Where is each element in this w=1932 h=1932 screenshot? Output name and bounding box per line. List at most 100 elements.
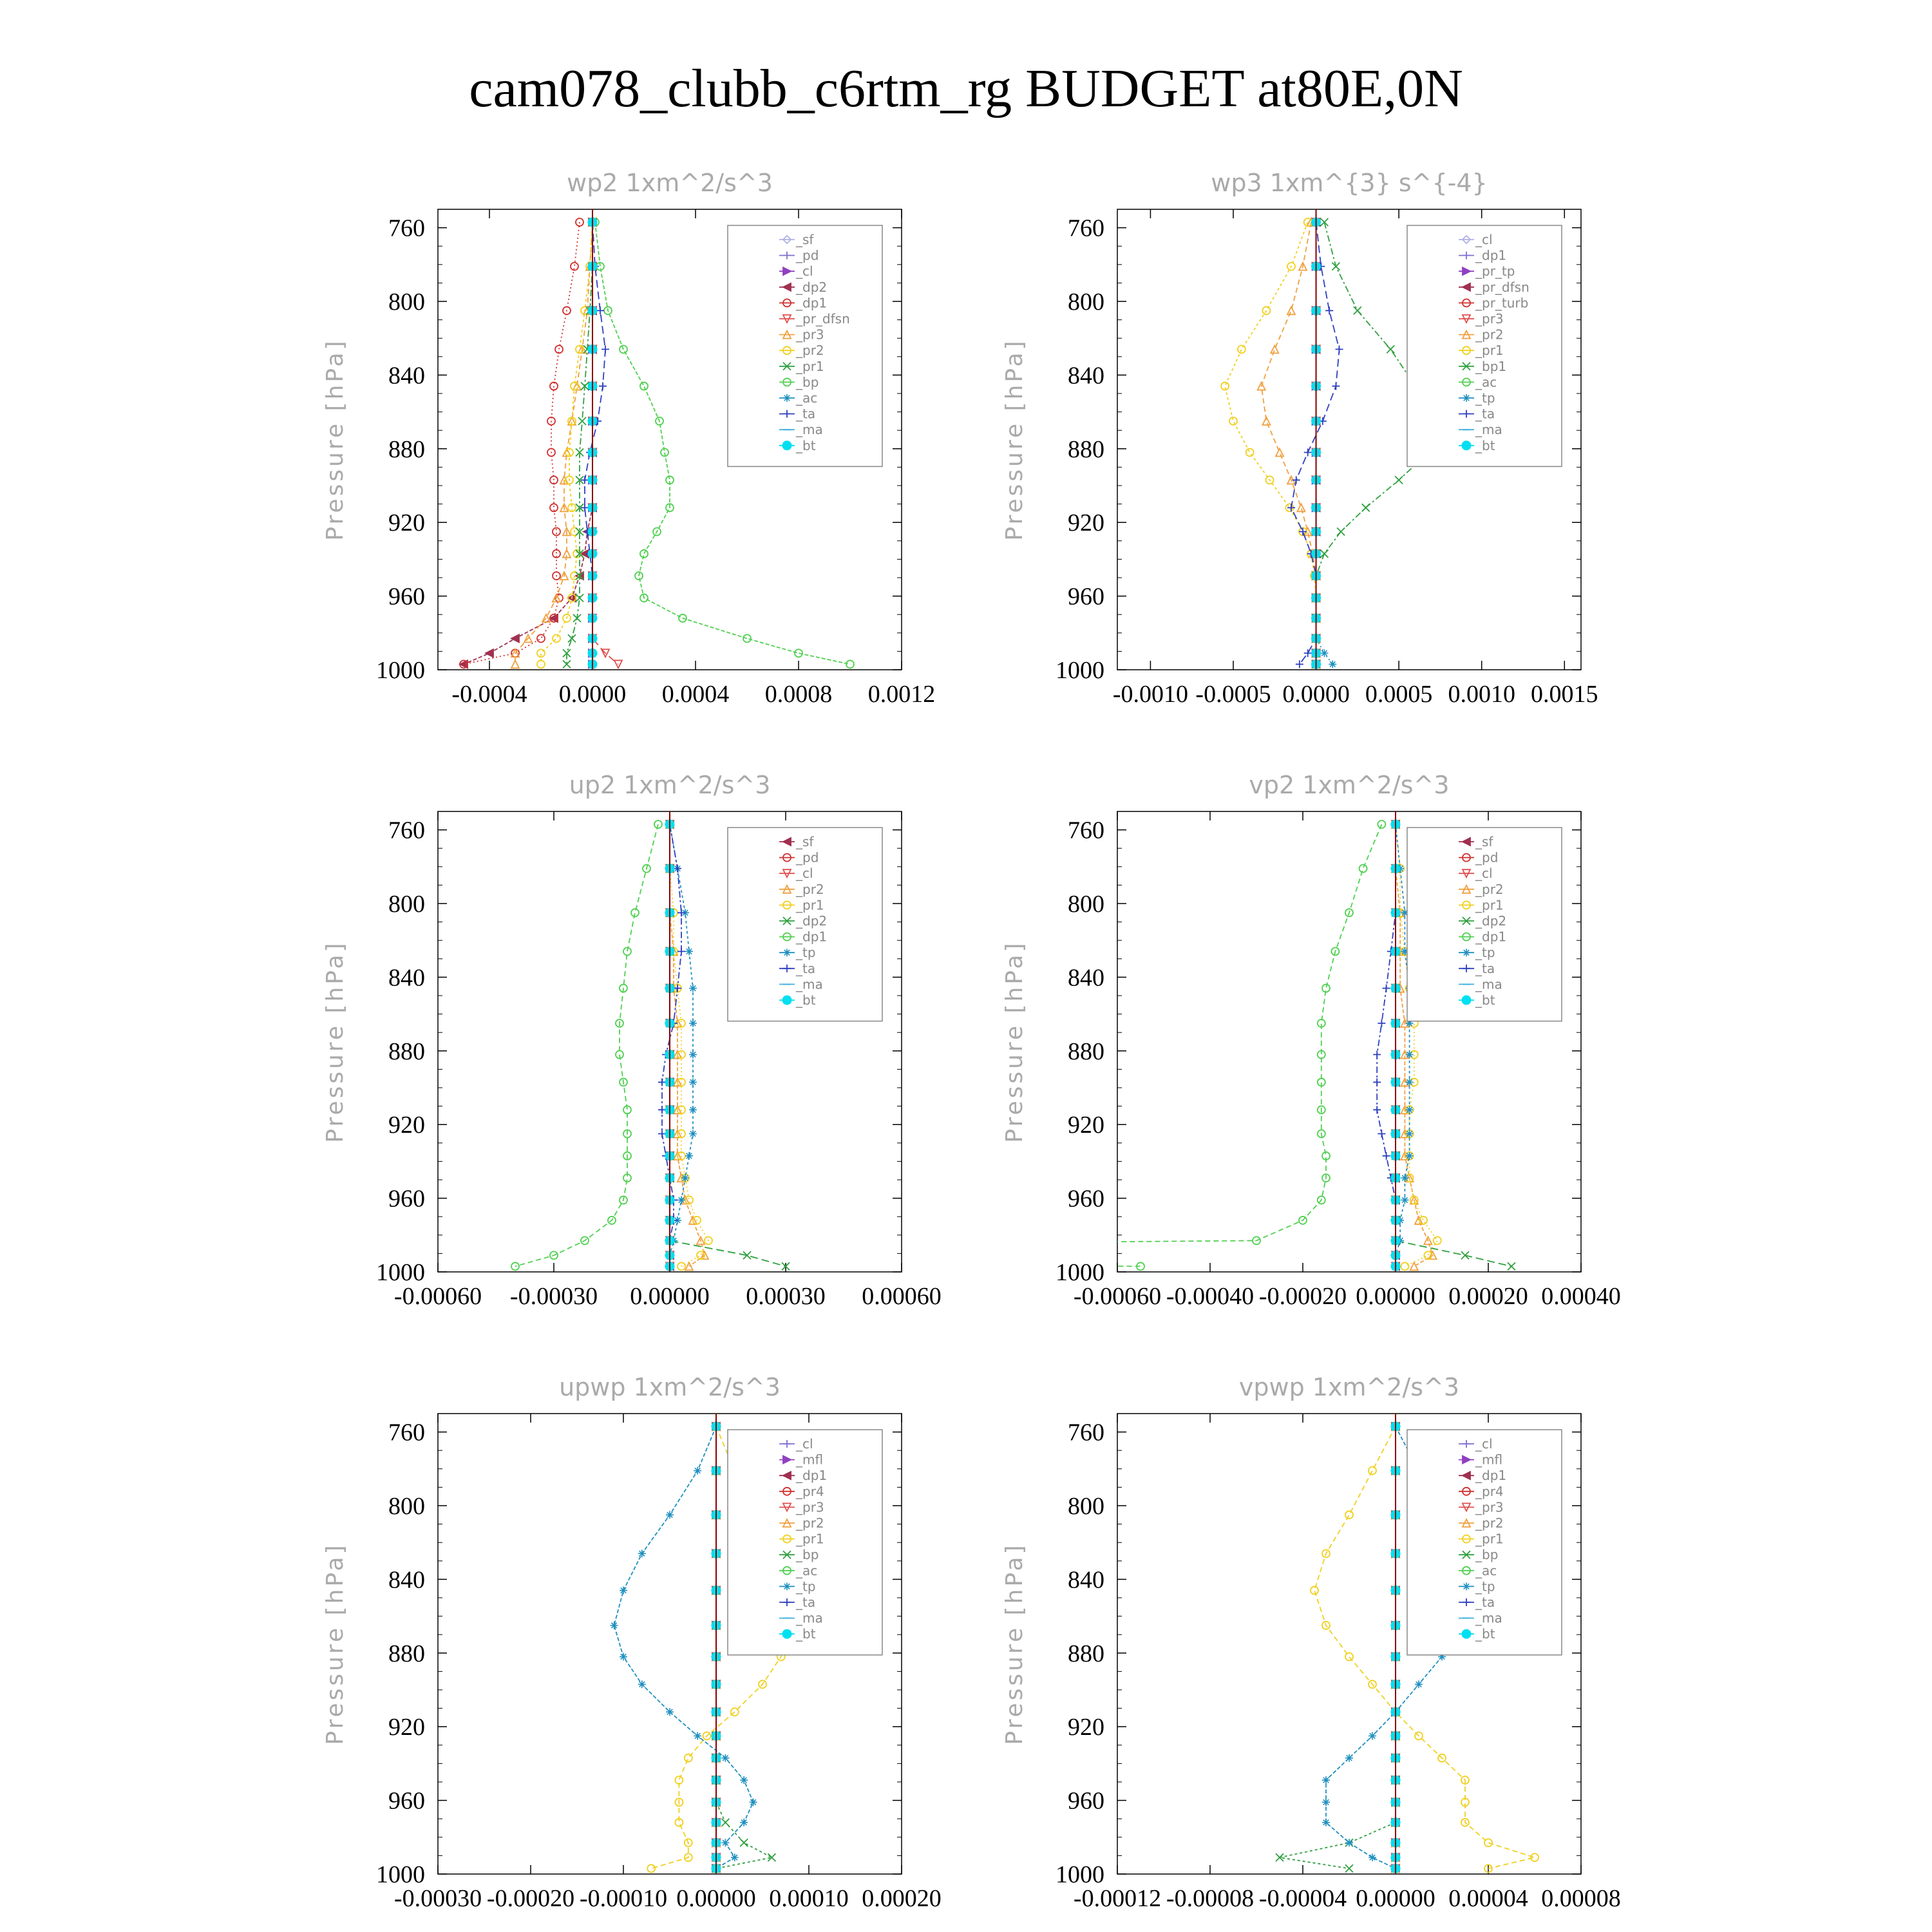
legend-marker: [782, 1502, 792, 1513]
data-point: [1345, 1839, 1353, 1847]
data-point: [619, 1195, 628, 1205]
data-point: [607, 1216, 616, 1225]
legend-label: _bp: [1475, 1547, 1498, 1562]
data-point: [623, 1173, 632, 1183]
data-point: [1329, 660, 1337, 668]
legend-box: [727, 1429, 883, 1656]
series-line: [1395, 824, 1434, 1267]
data-point: [794, 649, 803, 658]
legend-label: _cl: [1475, 1436, 1493, 1452]
data-point: [743, 1251, 752, 1260]
legend-marker: [1461, 869, 1472, 879]
y-tick-label: 800: [1068, 1493, 1104, 1520]
data-point: [1136, 1262, 1145, 1271]
data-point: [1419, 1216, 1428, 1225]
legend-label: _ac: [795, 390, 817, 406]
legend-label: _cl: [795, 866, 813, 881]
data-point: [1401, 909, 1409, 917]
x-tick-label: -0.00010: [580, 1885, 667, 1912]
y-tick-label: 840: [388, 964, 425, 991]
legend-label: _pr1: [1475, 1531, 1504, 1547]
legend-marker: [782, 916, 791, 925]
data-point: [559, 571, 569, 581]
legend-label: _ma: [1475, 976, 1502, 992]
legend-label: _ma: [795, 976, 823, 992]
series-group: [1117, 811, 1516, 1272]
data-point: [552, 634, 561, 643]
chart-panel-1: wp2 1xm^2/s^3 Pressure [hPa] 760 800 840 880 9…: [322, 169, 935, 708]
data-point: [634, 571, 643, 581]
data-point: [620, 1586, 627, 1595]
data-point: [1252, 1236, 1261, 1245]
data-point: [575, 527, 584, 536]
x-tick-label: 0.00020: [862, 1885, 942, 1912]
data-point: [674, 864, 681, 873]
legend-label: _bt: [795, 1626, 816, 1642]
legend-label: _pr1: [1475, 897, 1504, 913]
data-point: [699, 1250, 710, 1260]
legend-marker: [1462, 853, 1471, 862]
series-line: [540, 222, 593, 665]
data-point: [1414, 1215, 1424, 1225]
x-tick-label: -0.00030: [394, 1885, 482, 1912]
series-line: [669, 824, 710, 1267]
chart-panel-5: upwp 1xm^2/s^3 Pressure [hPa] 760 800 840 880…: [322, 1373, 942, 1912]
data-point: [575, 571, 584, 580]
legend-marker: [782, 1534, 791, 1544]
legend-marker: [781, 282, 791, 292]
legend-label: _pr3: [1475, 1499, 1504, 1515]
y-tick-label: 920: [1068, 1112, 1104, 1139]
data-point: [1405, 1151, 1414, 1160]
legend-label: _pr2: [795, 1515, 824, 1531]
data-point: [639, 549, 649, 558]
y-axis-label: Pressure [hPa]: [322, 940, 348, 1142]
data-point: [1286, 305, 1296, 316]
legend-label: _ma: [1475, 422, 1502, 437]
x-tick-label: 0.00040: [1541, 1283, 1621, 1310]
x-tick-label: -0.00030: [510, 1283, 598, 1310]
legend: _cl_mfl_dp1_pr4_pr3_pr2_pr1_bp_ac_tp_ta_…: [727, 1429, 883, 1656]
legend-marker: [782, 1566, 791, 1575]
data-point: [672, 1077, 683, 1087]
panel-title: upwp 1xm^2/s^3: [559, 1373, 781, 1401]
x-tick-label: 0.0005: [1365, 681, 1433, 708]
y-tick-label: 1000: [1056, 657, 1104, 684]
legend-marker: [782, 932, 791, 942]
data-point: [615, 1050, 624, 1059]
series-group: [610, 1414, 795, 1874]
legend-label: _bt: [1475, 992, 1495, 1008]
legend-marker: [781, 1470, 791, 1481]
data-point: [1401, 947, 1409, 956]
data-point: [547, 417, 556, 426]
legend-label: _pr_dfsn: [795, 311, 850, 327]
series-line: [594, 222, 851, 665]
x-tick-label: -0.00012: [1074, 1885, 1161, 1912]
data-point: [1373, 1050, 1381, 1059]
data-point: [685, 1151, 693, 1160]
legend-label: _tp: [1475, 945, 1495, 960]
data-point: [672, 1049, 683, 1059]
x-tick-label: 0.0000: [1282, 681, 1350, 708]
legend-label: _tp: [1475, 390, 1495, 406]
legend-marker: [1462, 1486, 1471, 1496]
data-point: [730, 1707, 739, 1717]
data-point: [1269, 344, 1280, 354]
data-point: [1353, 306, 1362, 315]
legend-marker: [782, 329, 792, 339]
data-point: [721, 1839, 730, 1847]
data-point: [1345, 1864, 1354, 1873]
data-point: [721, 1754, 730, 1762]
panel-title: vpwp 1xm^2/s^3: [1239, 1373, 1459, 1401]
legend-marker: [1461, 282, 1471, 292]
data-point: [639, 381, 649, 391]
data-point: [677, 1077, 686, 1087]
data-point: [1310, 1586, 1319, 1595]
legend-marker: [782, 869, 792, 879]
data-point: [567, 503, 576, 513]
legend-box: [727, 225, 883, 468]
legend-marker: [782, 314, 792, 325]
legend-marker: [783, 251, 791, 260]
data-point: [1298, 261, 1308, 271]
data-point: [781, 1262, 790, 1271]
legend-label: _mfl: [1475, 1452, 1502, 1468]
